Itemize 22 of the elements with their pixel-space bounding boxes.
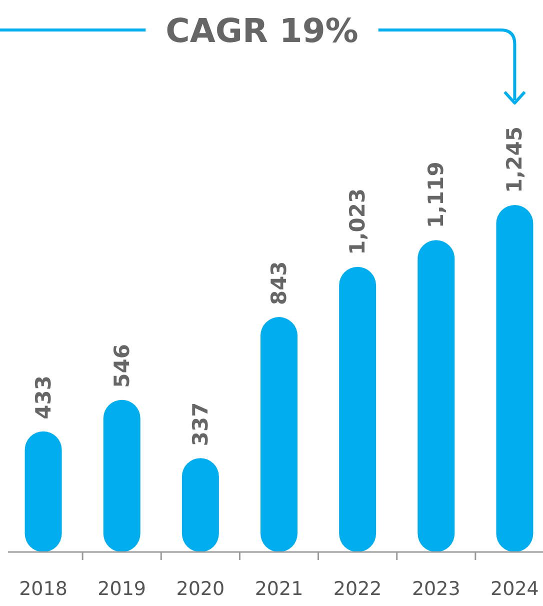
data-label: 1,245	[502, 126, 527, 193]
data-label: 433	[31, 375, 56, 420]
x-tick-label: 2018	[19, 578, 68, 600]
bar	[339, 266, 376, 552]
data-label: 1,023	[346, 188, 370, 255]
data-label: 546	[110, 344, 134, 388]
bar	[103, 400, 140, 552]
bar	[24, 431, 62, 552]
data-label: 843	[267, 261, 291, 306]
x-tick-label: 2020	[176, 578, 225, 600]
x-tick-label: 2024	[490, 578, 539, 600]
data-label: 337	[188, 402, 212, 446]
x-tick-label: 2019	[98, 578, 146, 600]
x-tick-label: 2021	[254, 578, 304, 600]
x-tick-label: 2023	[412, 578, 460, 600]
chart-title: CAGR 19%	[166, 11, 358, 50]
data-label: 1,119	[424, 162, 448, 228]
x-tick-label: 2022	[333, 578, 382, 600]
bar	[260, 317, 298, 552]
bar	[496, 205, 534, 552]
bar	[182, 458, 219, 552]
bar	[418, 240, 455, 552]
